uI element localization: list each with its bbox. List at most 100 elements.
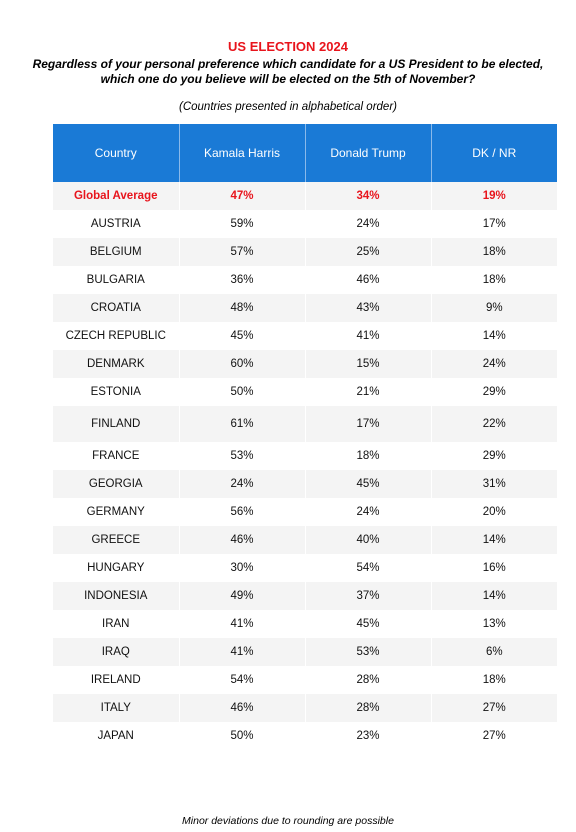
dknr-cell: 20% [431, 498, 557, 526]
column-header-dknr: DK / NR [431, 124, 557, 182]
table-row: ESTONIA 50% 21% 29% [53, 378, 557, 406]
table-row: BULGARIA 36% 46% 18% [53, 266, 557, 294]
harris-cell: 24% [179, 470, 306, 498]
trump-cell: 43% [305, 294, 432, 322]
table-row: GEORGIA 24% 45% 31% [53, 470, 557, 498]
trump-cell: 53% [305, 638, 432, 666]
trump-cell: 21% [305, 378, 432, 406]
table-row: DENMARK 60% 15% 24% [53, 350, 557, 378]
trump-cell: 28% [305, 666, 432, 694]
harris-cell: 36% [179, 266, 306, 294]
trump-cell: 41% [305, 322, 432, 350]
dknr-cell: 22% [431, 406, 557, 442]
country-cell: GREECE [53, 526, 180, 554]
dknr-cell: 18% [431, 666, 557, 694]
results-table: Country Kamala Harris Donald Trump DK / … [53, 124, 557, 750]
column-header-trump: Donald Trump [305, 124, 432, 182]
table-header-row: Country Kamala Harris Donald Trump DK / … [53, 124, 557, 182]
table-row: ITALY 46% 28% 27% [53, 694, 557, 722]
harris-cell: 59% [179, 210, 306, 238]
harris-cell: 54% [179, 666, 306, 694]
dknr-cell: 9% [431, 294, 557, 322]
trump-cell: 24% [305, 498, 432, 526]
rounding-footnote: Minor deviations due to rounding are pos… [182, 815, 394, 827]
country-cell: GEORGIA [53, 470, 180, 498]
dknr-cell: 27% [431, 694, 557, 722]
dknr-cell: 18% [431, 266, 557, 294]
table-row: IRAN 41% 45% 13% [53, 610, 557, 638]
table-row: FINLAND 61% 17% 22% [53, 406, 557, 442]
harris-cell: 46% [179, 694, 306, 722]
trump-cell: 17% [305, 406, 432, 442]
column-header-country: Country [53, 124, 180, 182]
country-cell: DENMARK [53, 350, 180, 378]
trump-cell: 54% [305, 554, 432, 582]
table-row: IRAQ 41% 53% 6% [53, 638, 557, 666]
harris-cell: 47% [179, 182, 306, 210]
harris-cell: 46% [179, 526, 306, 554]
table-row: BELGIUM 57% 25% 18% [53, 238, 557, 266]
harris-cell: 45% [179, 322, 306, 350]
table-row: GREECE 46% 40% 14% [53, 526, 557, 554]
trump-cell: 45% [305, 470, 432, 498]
trump-cell: 45% [305, 610, 432, 638]
table-row: JAPAN 50% 23% 27% [53, 722, 557, 750]
global-average-row: Global Average 47% 34% 19% [53, 182, 557, 210]
harris-cell: 48% [179, 294, 306, 322]
dknr-cell: 24% [431, 350, 557, 378]
country-cell: FINLAND [53, 406, 180, 442]
country-cell: IRAQ [53, 638, 180, 666]
trump-cell: 15% [305, 350, 432, 378]
trump-cell: 25% [305, 238, 432, 266]
harris-cell: 30% [179, 554, 306, 582]
trump-cell: 34% [305, 182, 432, 210]
country-cell: BULGARIA [53, 266, 180, 294]
dknr-cell: 29% [431, 378, 557, 406]
trump-cell: 37% [305, 582, 432, 610]
trump-cell: 24% [305, 210, 432, 238]
country-cell: BELGIUM [53, 238, 180, 266]
harris-cell: 60% [179, 350, 306, 378]
column-header-harris: Kamala Harris [179, 124, 306, 182]
trump-cell: 40% [305, 526, 432, 554]
country-cell: FRANCE [53, 442, 180, 470]
trump-cell: 46% [305, 266, 432, 294]
harris-cell: 41% [179, 610, 306, 638]
harris-cell: 41% [179, 638, 306, 666]
dknr-cell: 29% [431, 442, 557, 470]
harris-cell: 53% [179, 442, 306, 470]
page-title: US ELECTION 2024 [228, 39, 348, 54]
table-row: HUNGARY 30% 54% 16% [53, 554, 557, 582]
country-cell: Global Average [53, 182, 180, 210]
harris-cell: 56% [179, 498, 306, 526]
harris-cell: 50% [179, 378, 306, 406]
table-row: INDONESIA 49% 37% 14% [53, 582, 557, 610]
dknr-cell: 17% [431, 210, 557, 238]
question-line-1: Regardless of your personal preference w… [32, 57, 544, 71]
table-row: CROATIA 48% 43% 9% [53, 294, 557, 322]
dknr-cell: 19% [431, 182, 557, 210]
trump-cell: 23% [305, 722, 432, 750]
country-cell: IRAN [53, 610, 180, 638]
trump-cell: 28% [305, 694, 432, 722]
harris-cell: 57% [179, 238, 306, 266]
table-row: AUSTRIA 59% 24% 17% [53, 210, 557, 238]
country-cell: IRELAND [53, 666, 180, 694]
dknr-cell: 14% [431, 526, 557, 554]
table-row: IRELAND 54% 28% 18% [53, 666, 557, 694]
dknr-cell: 18% [431, 238, 557, 266]
country-cell: INDONESIA [53, 582, 180, 610]
question-line-2: which one do you believe will be elected… [100, 72, 476, 86]
harris-cell: 50% [179, 722, 306, 750]
country-cell: HUNGARY [53, 554, 180, 582]
dknr-cell: 14% [431, 582, 557, 610]
dknr-cell: 13% [431, 610, 557, 638]
dknr-cell: 31% [431, 470, 557, 498]
country-cell: AUSTRIA [53, 210, 180, 238]
table-row: CZECH REPUBLIC 45% 41% 14% [53, 322, 557, 350]
dknr-cell: 6% [431, 638, 557, 666]
country-cell: JAPAN [53, 722, 180, 750]
table-row: GERMANY 56% 24% 20% [53, 498, 557, 526]
trump-cell: 18% [305, 442, 432, 470]
country-cell: ESTONIA [53, 378, 180, 406]
